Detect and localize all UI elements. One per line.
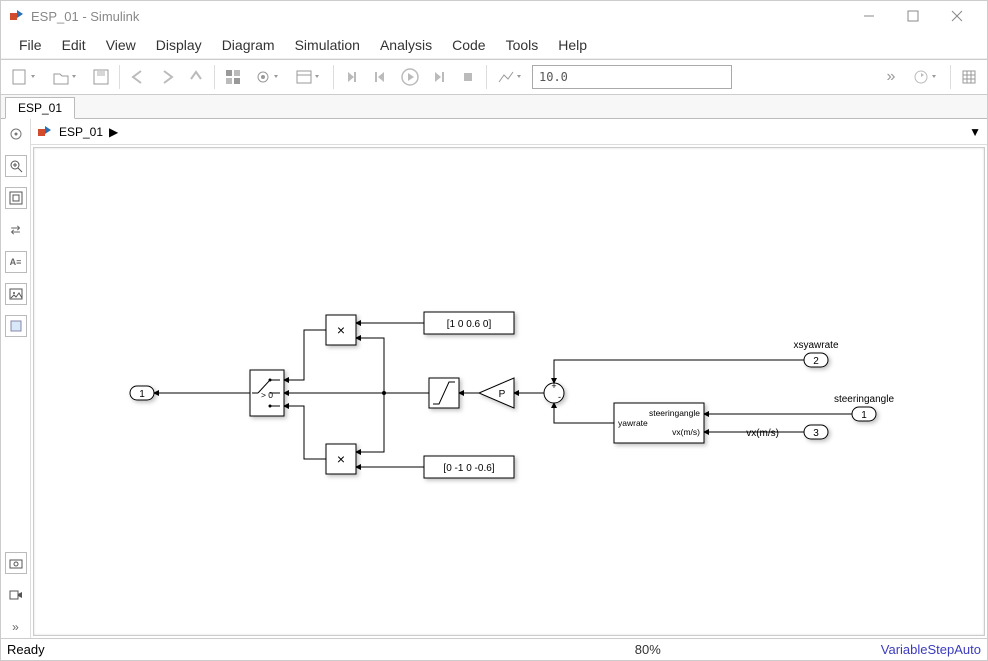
screenshot-icon[interactable] bbox=[5, 552, 27, 574]
svg-text:+: + bbox=[551, 381, 556, 391]
svg-text:[1 0 0.6 0]: [1 0 0.6 0] bbox=[447, 319, 492, 330]
menu-simulation[interactable]: Simulation bbox=[285, 33, 370, 57]
config-button[interactable] bbox=[248, 63, 288, 91]
maximize-button[interactable] bbox=[891, 1, 935, 31]
fit-view-icon[interactable] bbox=[5, 187, 27, 209]
breadcrumb-dropdown-icon[interactable]: ▼ bbox=[969, 125, 981, 139]
svg-text:yawrate: yawrate bbox=[618, 418, 648, 428]
build-button[interactable] bbox=[955, 63, 983, 91]
outport-block[interactable]: 1 bbox=[130, 386, 154, 400]
minimize-button[interactable] bbox=[847, 1, 891, 31]
close-button[interactable] bbox=[935, 1, 979, 31]
svg-text:steeringangle: steeringangle bbox=[649, 408, 700, 418]
update-button[interactable] bbox=[906, 63, 946, 91]
hide-browser-icon[interactable] bbox=[5, 123, 27, 145]
constant-top-block[interactable]: [1 0 0.6 0] bbox=[424, 312, 514, 334]
palette: ⇄ A≡ » bbox=[1, 119, 31, 638]
forward-button[interactable] bbox=[153, 63, 181, 91]
svg-text:vx(m/s): vx(m/s) bbox=[672, 427, 700, 437]
up-button[interactable] bbox=[182, 63, 210, 91]
saturation-block[interactable] bbox=[429, 378, 459, 408]
image-icon[interactable] bbox=[5, 283, 27, 305]
more-button[interactable]: » bbox=[877, 63, 905, 91]
breadcrumb: ESP_01 ▶ ▼ bbox=[31, 119, 987, 145]
gain-block[interactable]: P bbox=[479, 378, 514, 408]
constant-bottom-block[interactable]: [0 -1 0 -0.6] bbox=[424, 456, 514, 478]
svg-text:3: 3 bbox=[813, 428, 819, 439]
menu-analysis[interactable]: Analysis bbox=[370, 33, 442, 57]
svg-text:P: P bbox=[499, 389, 506, 400]
svg-text:2: 2 bbox=[813, 356, 819, 367]
stop-button[interactable] bbox=[454, 63, 482, 91]
area-icon[interactable] bbox=[5, 315, 27, 337]
menu-help[interactable]: Help bbox=[548, 33, 597, 57]
svg-text:[0 -1 0 -0.6]: [0 -1 0 -0.6] bbox=[443, 463, 494, 474]
expand-icon[interactable]: » bbox=[5, 616, 27, 638]
status-ready: Ready bbox=[7, 642, 45, 657]
block-diagram[interactable]: 1 > 0 × bbox=[34, 148, 984, 628]
product-bottom-block[interactable]: × bbox=[326, 444, 356, 474]
signal-route-icon[interactable]: ⇄ bbox=[5, 219, 27, 241]
window-title: ESP_01 - Simulink bbox=[31, 9, 139, 24]
canvas[interactable]: 1 > 0 × bbox=[33, 147, 985, 636]
toolbar: » bbox=[1, 59, 987, 95]
breadcrumb-model[interactable]: ESP_01 bbox=[59, 125, 103, 139]
svg-text:1: 1 bbox=[139, 389, 145, 400]
svg-text:×: × bbox=[337, 451, 345, 467]
subsystem-block[interactable]: yawrate steeringangle vx(m/s) bbox=[614, 403, 704, 443]
save-button[interactable] bbox=[87, 63, 115, 91]
annotation-icon[interactable]: A≡ bbox=[5, 251, 27, 273]
stop-time-input[interactable] bbox=[532, 65, 732, 89]
record-icon[interactable] bbox=[5, 584, 27, 606]
status-zoom[interactable]: 80% bbox=[635, 642, 661, 657]
explorer-button[interactable] bbox=[289, 63, 329, 91]
open-button[interactable] bbox=[46, 63, 86, 91]
run-button[interactable] bbox=[396, 63, 424, 91]
status-solver[interactable]: VariableStepAuto bbox=[881, 642, 981, 657]
menu-display[interactable]: Display bbox=[146, 33, 212, 57]
menu-tools[interactable]: Tools bbox=[496, 33, 549, 57]
menubar: File Edit View Display Diagram Simulatio… bbox=[1, 31, 987, 59]
new-model-button[interactable] bbox=[5, 63, 45, 91]
simulink-model-icon bbox=[37, 124, 53, 140]
svg-text:> 0: > 0 bbox=[261, 390, 273, 400]
svg-text:-: - bbox=[558, 392, 561, 402]
sum-block[interactable]: + - bbox=[544, 381, 564, 403]
svg-text:×: × bbox=[337, 322, 345, 338]
svg-text:steeringangle: steeringangle bbox=[834, 394, 894, 405]
svg-text:xsyawrate: xsyawrate bbox=[793, 340, 838, 351]
menu-file[interactable]: File bbox=[9, 33, 52, 57]
chevron-right-icon: ▶ bbox=[109, 125, 118, 139]
statusbar: Ready 80% VariableStepAuto bbox=[1, 638, 987, 660]
svg-text:1: 1 bbox=[861, 410, 867, 421]
data-inspector-button[interactable] bbox=[491, 63, 531, 91]
inport-yawrate-block[interactable]: 2 xsyawrate bbox=[793, 340, 838, 367]
fast-restart-button[interactable] bbox=[338, 63, 366, 91]
simulink-app-icon bbox=[9, 8, 25, 24]
switch-block[interactable]: > 0 bbox=[250, 370, 284, 416]
step-back-button[interactable] bbox=[367, 63, 395, 91]
titlebar: ESP_01 - Simulink bbox=[1, 1, 987, 31]
svg-text:vx(m/s): vx(m/s) bbox=[746, 428, 779, 439]
menu-code[interactable]: Code bbox=[442, 33, 495, 57]
menu-edit[interactable]: Edit bbox=[52, 33, 96, 57]
product-top-block[interactable]: × bbox=[326, 315, 356, 345]
inport-steeringangle-block[interactable]: 1 steeringangle bbox=[834, 394, 894, 421]
model-tab[interactable]: ESP_01 bbox=[5, 97, 75, 119]
tabstrip: ESP_01 bbox=[1, 95, 987, 119]
zoom-icon[interactable] bbox=[5, 155, 27, 177]
library-browser-button[interactable] bbox=[219, 63, 247, 91]
menu-view[interactable]: View bbox=[96, 33, 146, 57]
menu-diagram[interactable]: Diagram bbox=[212, 33, 285, 57]
step-forward-button[interactable] bbox=[425, 63, 453, 91]
back-button[interactable] bbox=[124, 63, 152, 91]
